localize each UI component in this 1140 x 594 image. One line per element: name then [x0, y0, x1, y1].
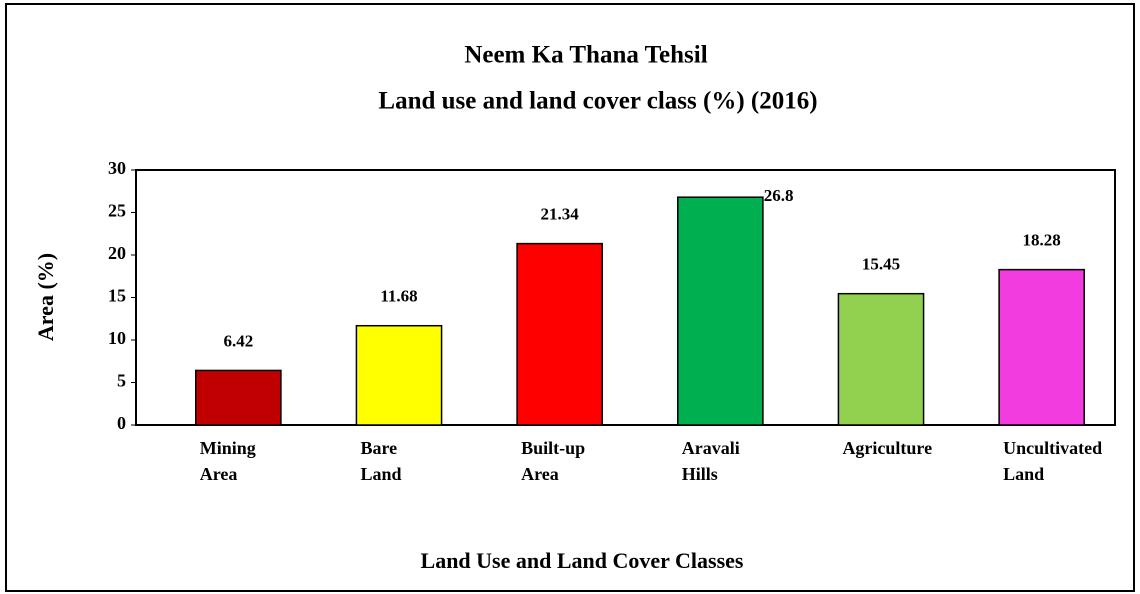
value-label: 15.45 — [862, 255, 900, 274]
outer-frame — [5, 3, 1135, 592]
x-tick-label: Aravali Hills — [682, 438, 740, 484]
bar — [998, 268, 1085, 426]
x-axis-label: Land Use and Land Cover Classes — [421, 548, 744, 573]
bar — [355, 324, 443, 426]
y-tick-label: 10 — [108, 328, 126, 348]
chart-subtitle: Land use and land cover class (%) (2016) — [378, 88, 817, 115]
x-tick-label: Uncultivated Land — [1003, 438, 1102, 484]
x-tick-label: Built-up Area — [521, 438, 585, 484]
y-tick-label: 20 — [108, 243, 126, 263]
x-tick-label: Agriculture — [842, 438, 932, 458]
y-tick-label: 30 — [108, 158, 126, 178]
value-label: 11.68 — [380, 287, 417, 306]
plot-frame — [135, 169, 1116, 426]
y-tick-label: 25 — [108, 201, 126, 221]
value-label: 6.42 — [223, 331, 253, 350]
value-label: 21.34 — [541, 205, 580, 224]
value-label: 26.8 — [764, 186, 794, 205]
bar — [516, 242, 603, 426]
bar — [677, 196, 764, 426]
y-axis-label: Area (%) — [33, 253, 58, 341]
y-tick-label: 0 — [117, 413, 126, 433]
bar — [195, 369, 282, 426]
y-tick-label: 5 — [117, 371, 126, 391]
value-label: 18.28 — [1023, 231, 1061, 250]
bar — [837, 292, 925, 426]
x-tick-label: Mining Area — [200, 438, 256, 484]
x-tick-label: Bare Land — [360, 438, 401, 484]
chart-title: Neem Ka Thana Tehsil — [464, 42, 707, 69]
y-tick-label: 15 — [108, 286, 126, 306]
